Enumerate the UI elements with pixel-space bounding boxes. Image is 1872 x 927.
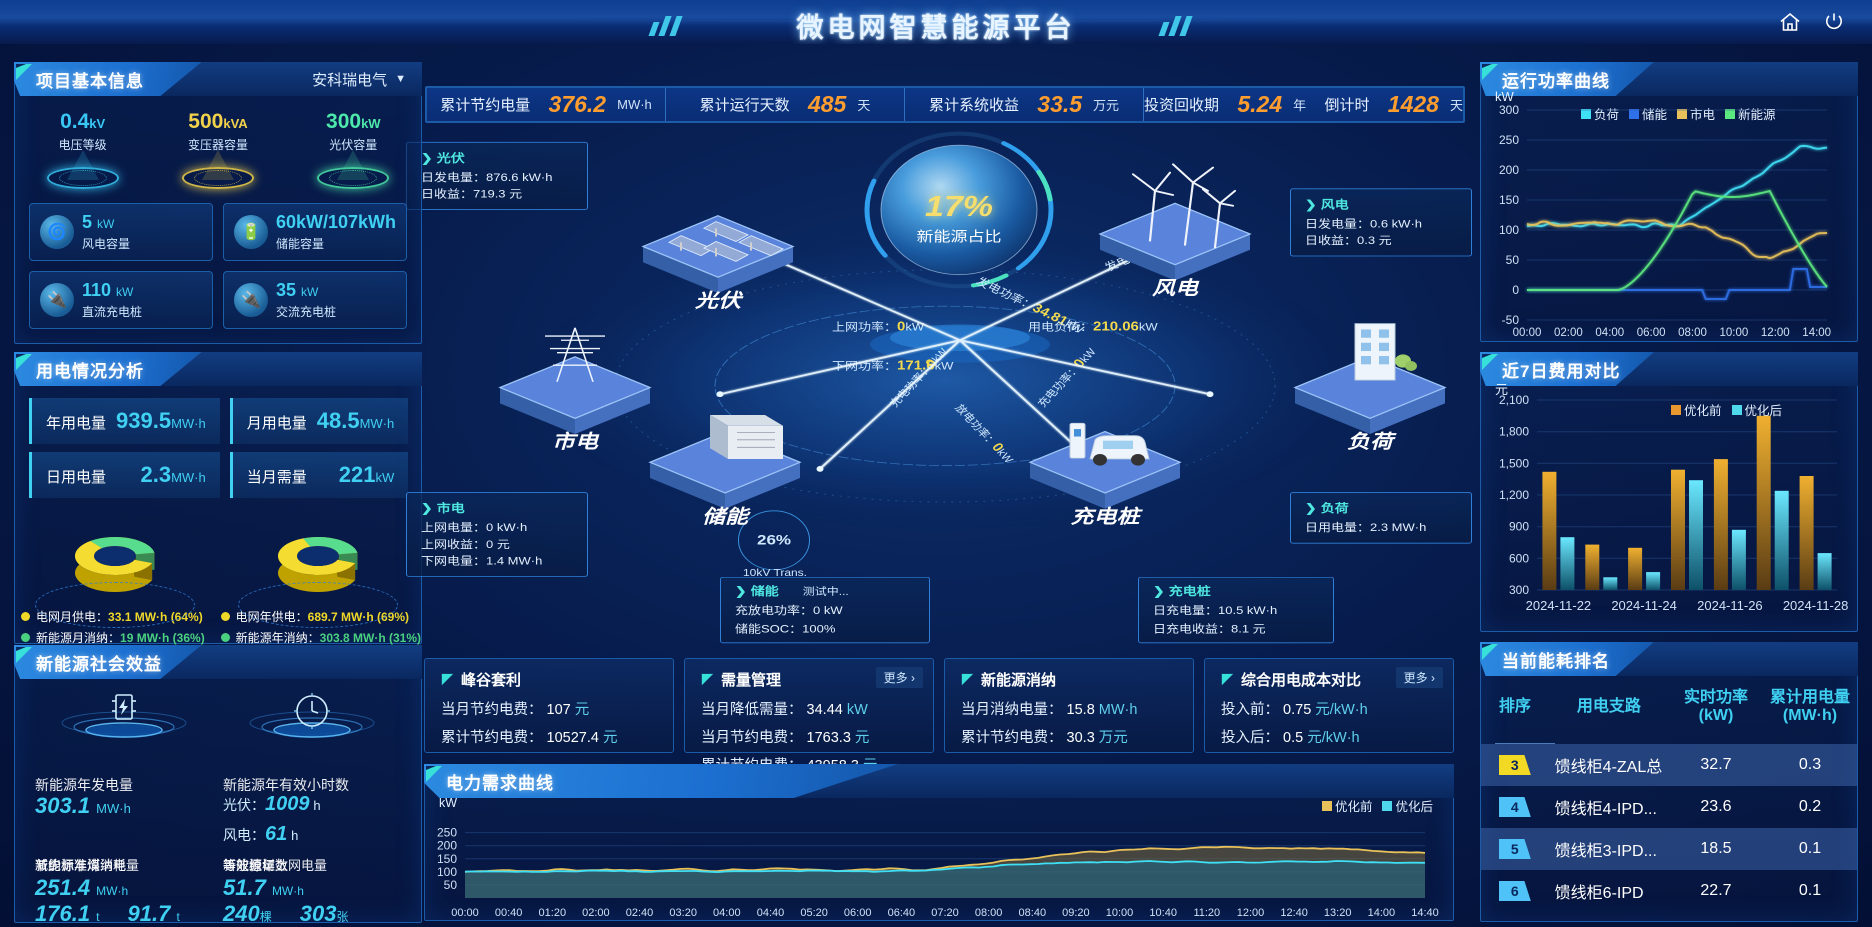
- svg-text:13:20: 13:20: [1324, 907, 1352, 919]
- svg-text:00:00: 00:00: [451, 907, 479, 919]
- svg-text:100: 100: [1499, 223, 1519, 237]
- svg-text:14:40: 14:40: [1411, 907, 1439, 919]
- svg-text:100: 100: [437, 865, 457, 879]
- svg-text:2024-11-26: 2024-11-26: [1697, 598, 1763, 613]
- svg-text:08:40: 08:40: [1019, 907, 1047, 919]
- svg-text:光伏: 光伏: [694, 290, 744, 312]
- svg-text:02:00: 02:00: [1554, 327, 1583, 339]
- svg-text:09:20: 09:20: [1062, 907, 1090, 919]
- svg-text:06:00: 06:00: [1637, 327, 1666, 339]
- svg-text:150: 150: [1499, 193, 1519, 207]
- svg-text:06:00: 06:00: [844, 907, 872, 919]
- svg-text:50: 50: [1506, 253, 1520, 267]
- svg-text:12:00: 12:00: [1761, 327, 1790, 339]
- svg-text:2024-11-22: 2024-11-22: [1526, 598, 1592, 613]
- svg-text:600: 600: [1509, 551, 1529, 565]
- svg-text:负荷: 负荷: [1347, 431, 1397, 453]
- svg-text:风电: 风电: [1152, 277, 1200, 299]
- svg-text:12:00: 12:00: [1237, 907, 1265, 919]
- svg-text:04:00: 04:00: [1595, 327, 1624, 339]
- svg-text:01:20: 01:20: [539, 907, 567, 919]
- svg-text:05:20: 05:20: [800, 907, 828, 919]
- svg-text:50: 50: [444, 878, 458, 892]
- svg-text:市电: 市电: [552, 431, 600, 453]
- svg-text:02:40: 02:40: [626, 907, 654, 919]
- svg-text:-50: -50: [1502, 313, 1520, 327]
- svg-text:10:40: 10:40: [1149, 907, 1177, 919]
- svg-text:250: 250: [437, 826, 457, 840]
- svg-text:04:40: 04:40: [757, 907, 785, 919]
- svg-text:150: 150: [437, 852, 457, 866]
- svg-text:300: 300: [1509, 583, 1529, 597]
- svg-text:08:00: 08:00: [1678, 327, 1707, 339]
- svg-text:02:00: 02:00: [582, 907, 610, 919]
- svg-text:1,800: 1,800: [1499, 425, 1529, 439]
- svg-text:00:40: 00:40: [495, 907, 523, 919]
- svg-text:14:00: 14:00: [1368, 907, 1396, 919]
- svg-text:0: 0: [1512, 283, 1519, 297]
- svg-text:250: 250: [1499, 133, 1519, 147]
- svg-text:2,100: 2,100: [1499, 393, 1529, 407]
- svg-text:08:00: 08:00: [975, 907, 1003, 919]
- svg-text:储能: 储能: [702, 506, 751, 528]
- svg-text:200: 200: [1499, 163, 1519, 177]
- svg-text:300: 300: [1499, 103, 1519, 117]
- svg-text:200: 200: [437, 839, 457, 853]
- svg-text:14:00: 14:00: [1802, 327, 1831, 339]
- svg-text:12:40: 12:40: [1280, 907, 1308, 919]
- svg-text:06:40: 06:40: [888, 907, 916, 919]
- svg-text:07:20: 07:20: [931, 907, 959, 919]
- svg-text:10:00: 10:00: [1106, 907, 1134, 919]
- svg-text:900: 900: [1509, 520, 1529, 534]
- svg-text:2024-11-24: 2024-11-24: [1611, 598, 1677, 613]
- svg-text:10:00: 10:00: [1720, 327, 1749, 339]
- svg-text:1,200: 1,200: [1499, 488, 1529, 502]
- svg-text:00:00: 00:00: [1513, 327, 1542, 339]
- svg-text:03:20: 03:20: [669, 907, 697, 919]
- svg-text:1,500: 1,500: [1499, 456, 1529, 470]
- svg-text:04:00: 04:00: [713, 907, 741, 919]
- svg-text:2024-11-28: 2024-11-28: [1783, 598, 1849, 613]
- svg-text:11:20: 11:20: [1193, 907, 1220, 919]
- svg-text:充电桩: 充电桩: [1071, 506, 1144, 528]
